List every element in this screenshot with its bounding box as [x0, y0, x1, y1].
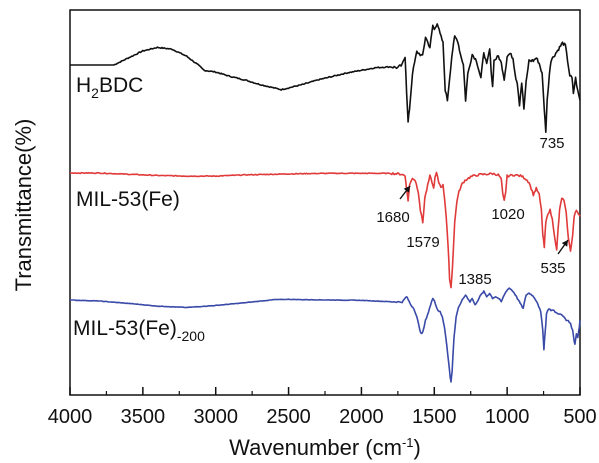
- x-ticks: 4000 3500 3000 2500 2000 1500 1000 500: [48, 387, 597, 428]
- peak-label-1579: 1579: [406, 234, 439, 251]
- x-tick-label: 4000: [48, 406, 93, 428]
- peak-annotations: 735 1680 1579 1020 1385 535: [376, 135, 569, 288]
- series-labels: H2BDC MIL-53(Fe) MIL-53(Fe)-200: [73, 74, 205, 344]
- x-tick-label: 2500: [266, 406, 311, 428]
- peak-label-535: 535: [540, 260, 565, 277]
- y-axis-label: Transmittance(%): [11, 119, 36, 292]
- series-lines: [69, 23, 581, 383]
- series-label-0: H2BDC: [76, 74, 143, 101]
- x-tick-label: 3000: [193, 406, 238, 428]
- peak-label-1385: 1385: [458, 271, 491, 288]
- series-line-0: [70, 23, 581, 133]
- peak-label-735: 735: [539, 135, 564, 152]
- x-axis-label-sup: -1: [402, 435, 414, 450]
- series-line-2: [69, 287, 581, 383]
- x-axis-label-main: Wavenumber (cm: [229, 435, 402, 460]
- series-label-1: MIL-53(Fe): [76, 188, 180, 211]
- peak-label-1680: 1680: [376, 209, 409, 226]
- x-tick-label: 3500: [121, 406, 166, 428]
- series-label-2: MIL-53(Fe)-200: [73, 317, 205, 344]
- x-axis-label: Wavenumber (cm-1): [229, 435, 421, 460]
- x-tick-label: 1500: [412, 406, 457, 428]
- peak-label-1020: 1020: [491, 206, 524, 223]
- x-tick-label: 1000: [485, 406, 530, 428]
- peak-arrowhead-1680: [403, 186, 410, 193]
- peak-arrowhead-535: [561, 240, 568, 247]
- x-tick-label: 2000: [339, 406, 384, 428]
- series-line-1: [69, 171, 581, 289]
- x-axis-label-end: ): [414, 435, 421, 460]
- x-tick-label: 500: [563, 406, 596, 428]
